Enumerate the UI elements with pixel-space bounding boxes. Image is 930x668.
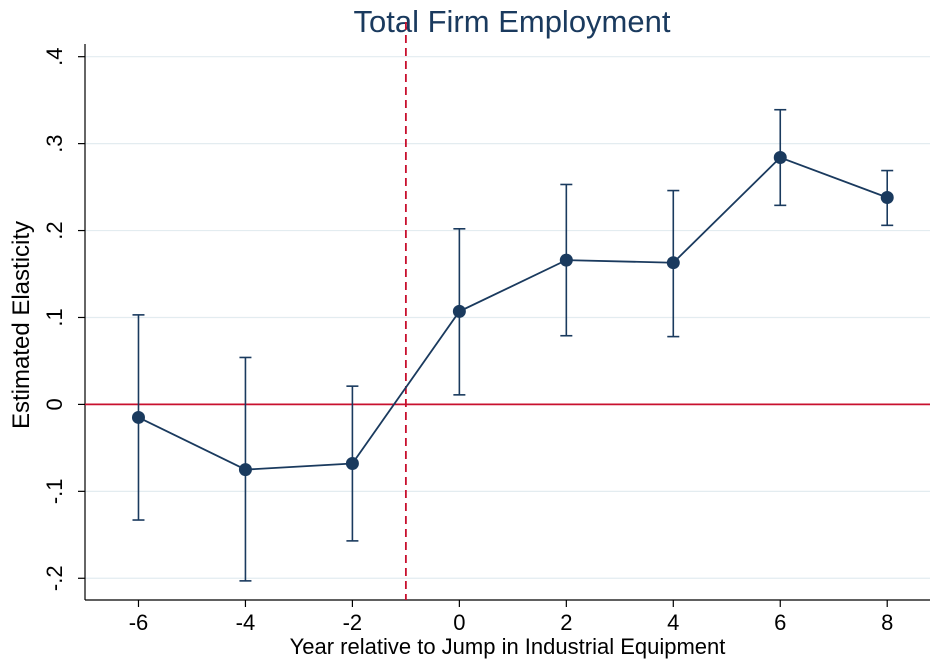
data-point — [667, 256, 680, 269]
x-tick-label: -4 — [236, 610, 256, 635]
y-tick-label: 0 — [42, 398, 67, 410]
x-tick-label: -2 — [343, 610, 363, 635]
y-tick-label: .4 — [42, 48, 67, 66]
data-point — [774, 151, 787, 164]
x-tick-label: 6 — [774, 610, 786, 635]
y-tick-label: .2 — [42, 221, 67, 239]
data-point — [346, 457, 359, 470]
x-tick-label: 8 — [881, 610, 893, 635]
x-tick-label: 4 — [667, 610, 679, 635]
y-tick-label: .3 — [42, 134, 67, 152]
x-tick-label: 0 — [453, 610, 465, 635]
x-tick-label: -6 — [129, 610, 149, 635]
data-point — [239, 463, 252, 476]
y-tick-label: -.1 — [42, 478, 67, 504]
y-tick-label: .1 — [42, 308, 67, 326]
x-tick-label: 2 — [560, 610, 572, 635]
data-point — [560, 254, 573, 267]
series-line — [138, 158, 887, 470]
data-point — [453, 305, 466, 318]
data-point — [132, 411, 145, 424]
y-tick-label: -.2 — [42, 565, 67, 591]
data-point — [881, 191, 894, 204]
